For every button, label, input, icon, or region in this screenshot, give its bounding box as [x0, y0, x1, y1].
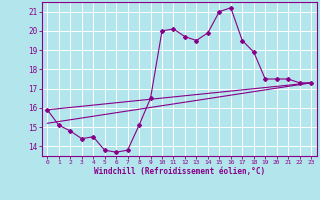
X-axis label: Windchill (Refroidissement éolien,°C): Windchill (Refroidissement éolien,°C) [94, 167, 265, 176]
